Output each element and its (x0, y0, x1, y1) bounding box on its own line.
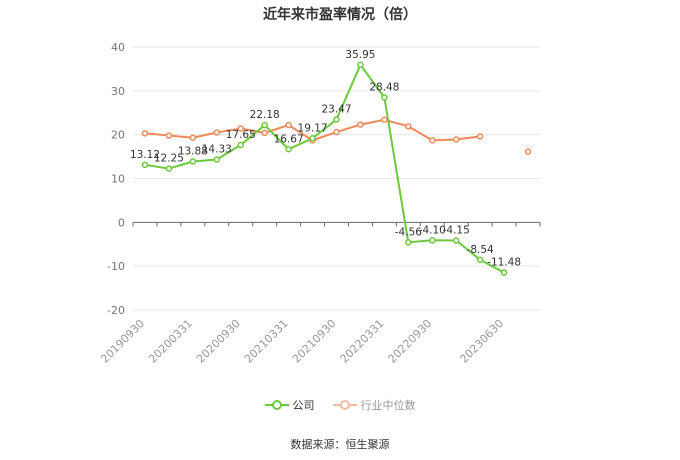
y-tick-label: 20 (111, 129, 125, 142)
data-point-company (261, 121, 268, 129)
y-tick-label: 10 (111, 173, 125, 186)
legend-item-industry-median[interactable]: 行业中位数 (332, 397, 416, 413)
data-point-industry-median (141, 130, 149, 137)
data-point-company (500, 269, 508, 276)
data-point-industry-median (524, 148, 532, 156)
x-tick-label: 20220930 (386, 317, 435, 366)
data-point-company (452, 237, 460, 244)
x-tick-label: 20230630 (457, 317, 506, 366)
chart-title: 近年来市盈率情况（倍） (263, 7, 417, 23)
data-label: 17.65 (226, 129, 256, 141)
data-point-company (285, 146, 292, 153)
data-point-industry-median (285, 121, 292, 129)
data-label: -11.48 (487, 257, 521, 269)
data-point-company (141, 161, 149, 169)
data-point-industry-median (476, 133, 484, 140)
y-tick-label: 40 (111, 41, 125, 54)
data-label: 23.47 (321, 103, 351, 115)
y-tick-label: -10 (107, 260, 125, 273)
legend-item-company[interactable]: 公司 (264, 397, 315, 413)
legend-line-icon (264, 400, 289, 410)
data-point-company (381, 94, 388, 101)
data-label: -4.10 (419, 224, 446, 236)
x-tick-label: 20200331 (146, 317, 195, 366)
data-point-industry-median (452, 136, 460, 143)
data-point-industry-median (357, 121, 364, 128)
data-label: 14.33 (202, 144, 232, 156)
data-label: 12.25 (154, 153, 184, 165)
data-point-company (405, 239, 412, 246)
series-line-company (144, 62, 505, 274)
legend-label-company: 公司 (292, 399, 315, 412)
y-tick-label: 30 (111, 85, 125, 98)
data-point-industry-median (237, 125, 244, 132)
data-point-company (429, 237, 436, 244)
y-tick-label: -20 (107, 304, 125, 317)
legend-line-icon (332, 400, 357, 410)
x-tick-label: 20220331 (338, 317, 387, 366)
data-label: -8.54 (467, 244, 494, 256)
data-label: 28.48 (369, 81, 399, 93)
data-point-company (357, 61, 364, 69)
data-point-company (309, 135, 316, 142)
data-label: 35.95 (345, 49, 375, 61)
data-label: 19.17 (298, 122, 328, 134)
x-tick-label: 20190930 (98, 317, 147, 366)
data-point-company (237, 141, 244, 149)
x-tick-label: 20210331 (242, 317, 291, 366)
data-point-company (333, 116, 340, 123)
data-label: -4.56 (395, 226, 422, 238)
x-tick-label: 20200930 (194, 317, 243, 366)
chart-legend: 公司 行业中位数 (0, 397, 680, 413)
data-point-industry-median (261, 129, 268, 137)
data-point-company (189, 158, 197, 165)
x-tick-label: 20210930 (290, 317, 339, 366)
data-label: 16.67 (274, 133, 304, 145)
data-label: 22.18 (250, 109, 280, 121)
data-point-industry-median (165, 132, 173, 139)
data-point-industry-median (405, 123, 412, 130)
data-point-company (476, 256, 484, 264)
data-point-industry-median (429, 137, 436, 144)
data-label: 13.12 (130, 149, 160, 161)
data-point-industry-median (333, 128, 340, 136)
data-point-company (165, 165, 173, 172)
data-point-industry-median (189, 134, 197, 141)
source-note: 数据来源：恒生聚源 (290, 438, 390, 451)
data-point-company (213, 156, 221, 163)
legend-label-industry-median: 行业中位数 (360, 399, 416, 412)
data-label: 13.88 (178, 145, 208, 157)
data-point-industry-median (213, 129, 221, 136)
data-point-industry-median (381, 116, 388, 124)
y-tick-label: 0 (118, 216, 125, 229)
data-label: -4.15 (443, 225, 470, 237)
